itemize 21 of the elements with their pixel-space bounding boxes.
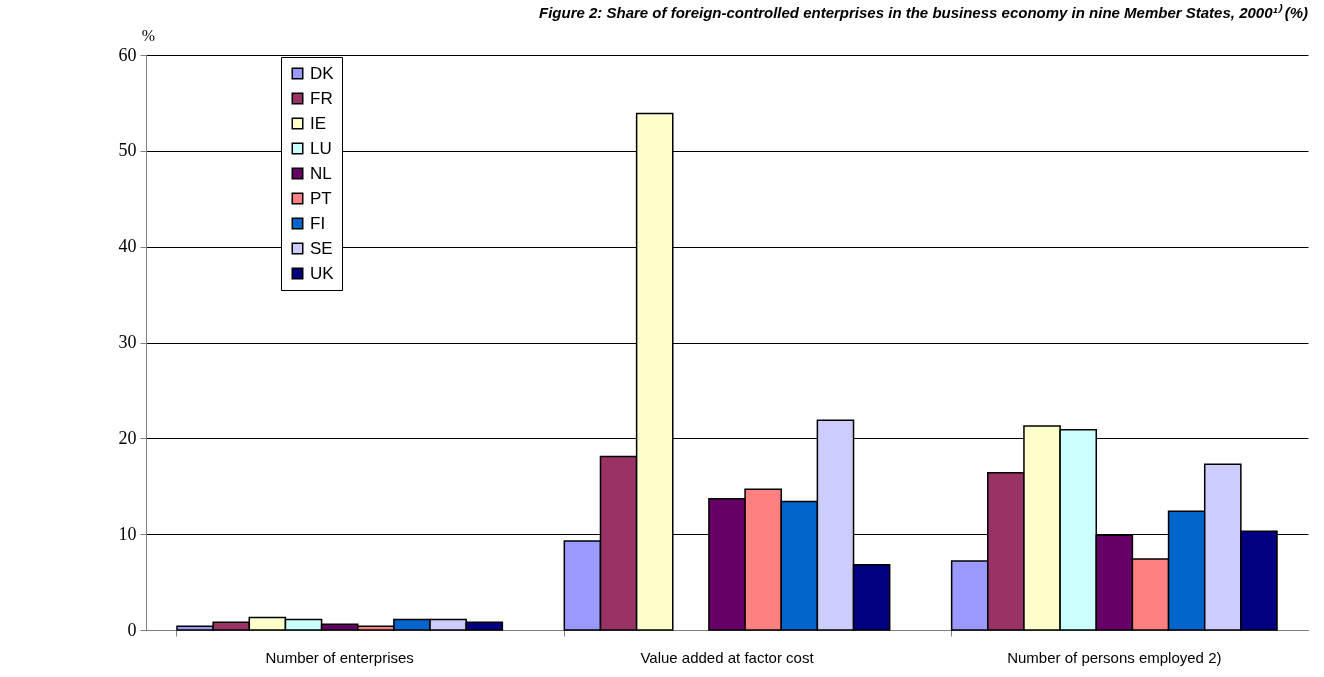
legend-label: UK (310, 263, 335, 283)
y-tick-label: 40 (118, 236, 137, 257)
y-tick-label: 0 (127, 619, 137, 640)
y-tick-label: 50 (118, 140, 137, 161)
legend-label: DK (310, 63, 335, 83)
x-tick-label: Value added at factor cost (640, 648, 815, 666)
x-tick-label: Number of persons employed 2) (1007, 648, 1222, 666)
legend-label: LU (310, 138, 332, 158)
x-tick-label: Number of enterprises (265, 648, 414, 666)
legend-label: SE (310, 238, 333, 258)
y-tick-label: 30 (118, 332, 137, 352)
y-axis-title: % (141, 26, 156, 44)
legend-label: FR (310, 88, 333, 108)
y-tick-label: 20 (118, 427, 137, 448)
legend-label: FI (310, 213, 326, 233)
legend-label: IE (310, 113, 327, 133)
legend-label: NL (310, 163, 332, 183)
y-tick-label: 10 (118, 523, 137, 544)
chart-title: Figure 2: Share of foreign-controlled enterprises in the business economy in nine Member States, 2000¹⁾ (%) (538, 4, 1308, 21)
y-tick-label: 60 (118, 44, 137, 65)
legend-label: PT (310, 188, 332, 208)
